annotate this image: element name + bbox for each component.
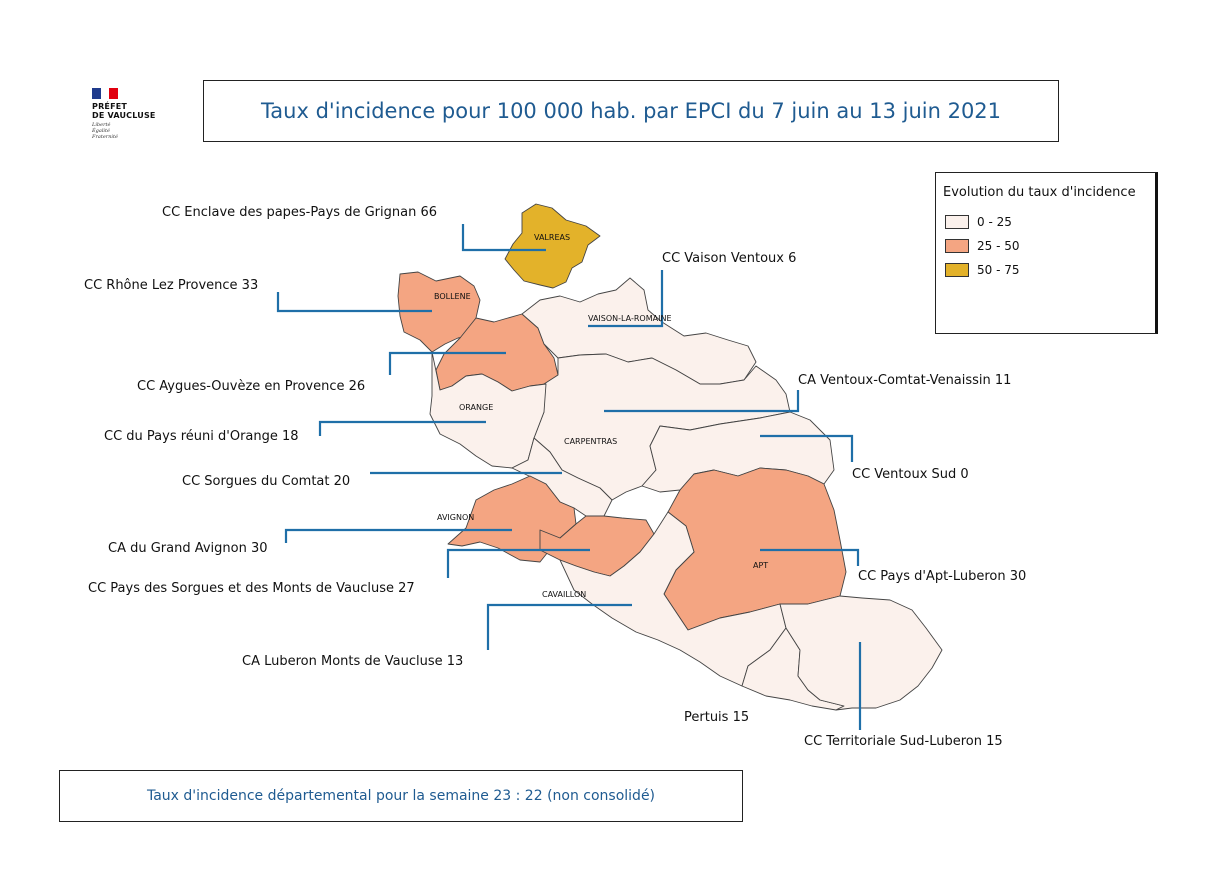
- leader-grand-avignon: [284, 528, 512, 543]
- leader-pays-sorgues: [446, 548, 590, 578]
- leader-apt: [760, 548, 860, 566]
- city-label-orange: ORANGE: [459, 403, 493, 412]
- legend: Evolution du taux d'incidence 0 - 25 25 …: [935, 172, 1158, 334]
- legend-item-mid: 25 - 50: [943, 234, 1155, 258]
- city-label-bollene: BOLLENE: [434, 292, 471, 301]
- city-label-vaison: VAISON-LA-ROMAINE: [588, 314, 672, 323]
- epci-label-pays-reuni-orange: CC du Pays réuni d'Orange 18: [104, 429, 299, 444]
- epci-label-rhone-lez-provence: CC Rhône Lez Provence 33: [84, 278, 258, 293]
- legend-item-high: 50 - 75: [943, 258, 1155, 282]
- epci-label-enclave-des-papes: CC Enclave des papes-Pays de Grignan 66: [162, 205, 437, 220]
- departmental-rate-text: Taux d'incidence départemental pour la s…: [146, 788, 656, 804]
- logo-motto: Liberté Égalité Fraternité: [92, 122, 118, 140]
- legend-swatch-high: [945, 263, 969, 277]
- epci-label-grand-avignon: CA du Grand Avignon 30: [108, 541, 268, 556]
- city-label-valreas: VALREAS: [534, 233, 570, 242]
- legend-title: Evolution du taux d'incidence: [943, 185, 1136, 200]
- legend-swatch-mid: [945, 239, 969, 253]
- departmental-rate-box: Taux d'incidence départemental pour la s…: [59, 770, 743, 822]
- legend-label-low: 0 - 25: [977, 215, 1012, 229]
- epci-label-ventoux-sud: CC Ventoux Sud 0: [852, 467, 969, 482]
- logo-line-1: PRÉFET: [92, 102, 128, 111]
- leader-luberon-monts: [486, 603, 632, 650]
- epci-label-pays-apt-luberon: CC Pays d'Apt-Luberon 30: [858, 569, 1026, 584]
- region-pays-reuni-orange: [429, 351, 547, 469]
- map-title-box: Taux d'incidence pour 100 000 hab. par E…: [203, 80, 1059, 142]
- epci-label-ventoux-comtat-venaissin: CA Ventoux-Comtat-Venaissin 11: [798, 373, 1011, 388]
- leader-rhone-lez: [276, 292, 432, 313]
- epci-label-luberon-monts-vaucluse: CA Luberon Monts de Vaucluse 13: [242, 654, 463, 669]
- city-label-cavaillon: CAVAILLON: [542, 590, 586, 599]
- map-title: Taux d'incidence pour 100 000 hab. par E…: [260, 99, 1002, 123]
- region-enclave-des-papes: [504, 203, 601, 289]
- leader-orange: [318, 420, 486, 436]
- legend-item-low: 0 - 25: [943, 210, 1155, 234]
- epci-label-vaison-ventoux: CC Vaison Ventoux 6: [662, 251, 796, 266]
- city-label-avignon: AVIGNON: [437, 513, 474, 522]
- legend-label-mid: 25 - 50: [977, 239, 1020, 253]
- city-label-apt: APT: [753, 561, 768, 570]
- epci-label-sorgues-du-comtat: CC Sorgues du Comtat 20: [182, 474, 350, 489]
- prefet-logo: PRÉFET DE VAUCLUSE Liberté Égalité Fratern…: [92, 88, 182, 140]
- epci-label-territoriale-sud-luberon: CC Territoriale Sud-Luberon 15: [804, 734, 1003, 749]
- logo-line-2: DE VAUCLUSE: [92, 111, 156, 120]
- legend-label-high: 50 - 75: [977, 263, 1020, 277]
- city-label-carpentras: CARPENTRAS: [564, 437, 617, 446]
- leader-ventoux-sud: [760, 434, 854, 462]
- epci-label-pertuis: Pertuis 15: [684, 710, 749, 725]
- region-luberon-monts-vaucluse: [559, 511, 787, 687]
- epci-label-aygues-ouveze: CC Aygues-Ouvèze en Provence 26: [137, 379, 365, 394]
- legend-swatch-low: [945, 215, 969, 229]
- epci-label-pays-des-sorgues: CC Pays des Sorgues et des Monts de Vauc…: [88, 581, 415, 596]
- leader-enclave: [461, 224, 546, 252]
- leader-aygues: [388, 351, 506, 375]
- leader-vaison: [588, 270, 664, 328]
- leader-lines: [276, 224, 862, 730]
- french-flag-icon: [92, 88, 119, 99]
- leader-ventoux-comtat: [604, 390, 800, 413]
